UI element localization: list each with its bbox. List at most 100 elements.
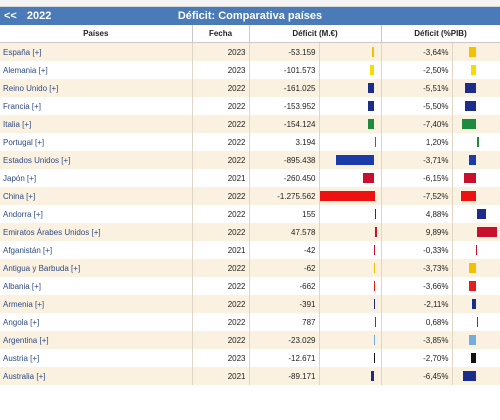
country-link[interactable]: Argentina [+] bbox=[0, 331, 193, 349]
table-row: Alemania [+] 2023 -101.573 -2,50% bbox=[0, 61, 500, 79]
deficit-bar-cell bbox=[319, 79, 382, 97]
row-year: 2022 bbox=[192, 331, 250, 349]
deficit-bar bbox=[319, 191, 375, 201]
deficit-bar-cell bbox=[319, 295, 382, 313]
deficit-bar bbox=[373, 263, 375, 273]
row-year: 2022 bbox=[192, 187, 250, 205]
country-link[interactable]: Austria [+] bbox=[0, 349, 193, 367]
table-row: Japón [+] 2021 -260.450 -6,15% bbox=[0, 169, 500, 187]
deficit-pib-bar-cell bbox=[452, 241, 500, 259]
row-year: 2021 bbox=[192, 241, 250, 259]
deficit-pib-bar bbox=[468, 335, 477, 345]
table-row: Estados Unidos [+] 2022 -895.438 -3,71% bbox=[0, 151, 500, 169]
deficit-pib-bar-cell bbox=[452, 169, 500, 187]
deficit-pib-value: -5,51% bbox=[381, 79, 453, 97]
country-link[interactable]: Emiratos Árabes Unidos [+] bbox=[0, 223, 193, 241]
deficit-pib-value: 4,88% bbox=[381, 205, 453, 223]
deficit-bar-cell bbox=[319, 241, 382, 259]
deficit-value: -260.450 bbox=[249, 169, 320, 187]
column-header-date[interactable]: Fecha bbox=[192, 25, 250, 43]
deficit-value: -101.573 bbox=[249, 61, 320, 79]
deficit-pib-bar bbox=[464, 173, 477, 183]
deficit-value: -391 bbox=[249, 295, 320, 313]
deficit-pib-bar-cell bbox=[452, 295, 500, 313]
country-link[interactable]: Australia [+] bbox=[0, 367, 193, 385]
country-link[interactable]: Estados Unidos [+] bbox=[0, 151, 193, 169]
deficit-pib-value: -0,33% bbox=[381, 241, 453, 259]
deficit-bar bbox=[363, 173, 375, 183]
deficit-pib-bar-cell bbox=[452, 331, 500, 349]
row-year: 2021 bbox=[192, 169, 250, 187]
deficit-bar-cell bbox=[319, 151, 382, 169]
deficit-value: -895.438 bbox=[249, 151, 320, 169]
deficit-bar-cell bbox=[319, 277, 382, 295]
table-row: Emiratos Árabes Unidos [+] 2022 47.578 9,89… bbox=[0, 223, 500, 241]
deficit-bar bbox=[373, 335, 375, 345]
country-link[interactable]: Antigua y Barbuda [+] bbox=[0, 259, 193, 277]
deficit-bar-cell bbox=[319, 133, 382, 151]
table-row: Italia [+] 2022 -154.124 -7,40% bbox=[0, 115, 500, 133]
year-label: 2022 bbox=[26, 10, 52, 22]
deficit-value: 155 bbox=[249, 205, 320, 223]
deficit-pib-bar bbox=[471, 65, 477, 75]
deficit-pib-bar bbox=[476, 209, 487, 219]
table-body: España [+] 2023 -53.159 -3,64% Alemania [+] 2… bbox=[0, 42, 500, 385]
deficit-pib-bar bbox=[475, 245, 477, 255]
country-link[interactable]: España [+] bbox=[0, 42, 193, 61]
country-link[interactable]: Armenia [+] bbox=[0, 295, 193, 313]
deficit-pib-value: -2,70% bbox=[381, 349, 453, 367]
deficit-bar bbox=[370, 65, 375, 75]
country-link[interactable]: Albania [+] bbox=[0, 277, 193, 295]
row-year: 2023 bbox=[192, 61, 250, 79]
column-header-country[interactable]: Países bbox=[0, 25, 193, 43]
deficit-pib-bar-cell bbox=[452, 61, 500, 79]
deficit-bar-cell bbox=[319, 169, 382, 187]
country-link[interactable]: China [+] bbox=[0, 187, 193, 205]
deficit-bar bbox=[373, 245, 375, 255]
deficit-bar-cell bbox=[319, 42, 382, 61]
country-link[interactable]: Angola [+] bbox=[0, 313, 193, 331]
table-row: Albania [+] 2022 -662 -3,66% bbox=[0, 277, 500, 295]
country-link[interactable]: Andorra [+] bbox=[0, 205, 193, 223]
row-year: 2022 bbox=[192, 151, 250, 169]
deficit-value: -23.029 bbox=[249, 331, 320, 349]
deficit-pib-value: -7,40% bbox=[381, 115, 453, 133]
deficit-bar bbox=[374, 137, 376, 147]
deficit-value: -161.025 bbox=[249, 79, 320, 97]
deficit-pib-bar bbox=[468, 155, 477, 165]
country-link[interactable]: Alemania [+] bbox=[0, 61, 193, 79]
deficit-bar-cell bbox=[319, 187, 382, 205]
deficit-bar bbox=[367, 101, 375, 111]
country-link[interactable]: Francia [+] bbox=[0, 97, 193, 115]
deficit-bar bbox=[374, 209, 376, 219]
deficit-pib-bar bbox=[463, 371, 477, 381]
table-row: China [+] 2022 -1.275.562 -7,52% bbox=[0, 187, 500, 205]
deficit-pib-bar bbox=[476, 227, 497, 237]
column-header-deficit[interactable]: Déficit (M.€) bbox=[249, 25, 382, 43]
table-row: Austria [+] 2023 -12.671 -2,70% bbox=[0, 349, 500, 367]
country-link[interactable]: Reino Unido [+] bbox=[0, 79, 193, 97]
deficit-pib-value: -3,73% bbox=[381, 259, 453, 277]
country-link[interactable]: Italia [+] bbox=[0, 115, 193, 133]
row-year: 2022 bbox=[192, 79, 250, 97]
deficit-pib-bar-cell bbox=[452, 205, 500, 223]
table-row: Argentina [+] 2022 -23.029 -3,85% bbox=[0, 331, 500, 349]
deficit-pib-bar-cell bbox=[452, 349, 500, 367]
deficit-bar bbox=[373, 299, 375, 309]
row-year: 2022 bbox=[192, 295, 250, 313]
row-year: 2022 bbox=[192, 133, 250, 151]
deficit-pib-value: 9,89% bbox=[381, 223, 453, 241]
country-link[interactable]: Portugal [+] bbox=[0, 133, 193, 151]
country-link[interactable]: Japón [+] bbox=[0, 169, 193, 187]
previous-year-button[interactable]: << bbox=[4, 10, 17, 22]
column-header-deficit-pib[interactable]: Déficit (%PIB) bbox=[381, 25, 500, 43]
country-link[interactable]: Afganistán [+] bbox=[0, 241, 193, 259]
deficit-bar bbox=[373, 281, 375, 291]
deficit-pib-bar-cell bbox=[452, 367, 500, 385]
table-row: Antigua y Barbuda [+] 2022 -62 -3,73% bbox=[0, 259, 500, 277]
deficit-pib-bar-cell bbox=[452, 223, 500, 241]
deficit-pib-value: -6,15% bbox=[381, 169, 453, 187]
deficit-pib-bar-cell bbox=[452, 259, 500, 277]
deficit-pib-value: 0,68% bbox=[381, 313, 453, 331]
deficit-pib-value: -5,50% bbox=[381, 97, 453, 115]
